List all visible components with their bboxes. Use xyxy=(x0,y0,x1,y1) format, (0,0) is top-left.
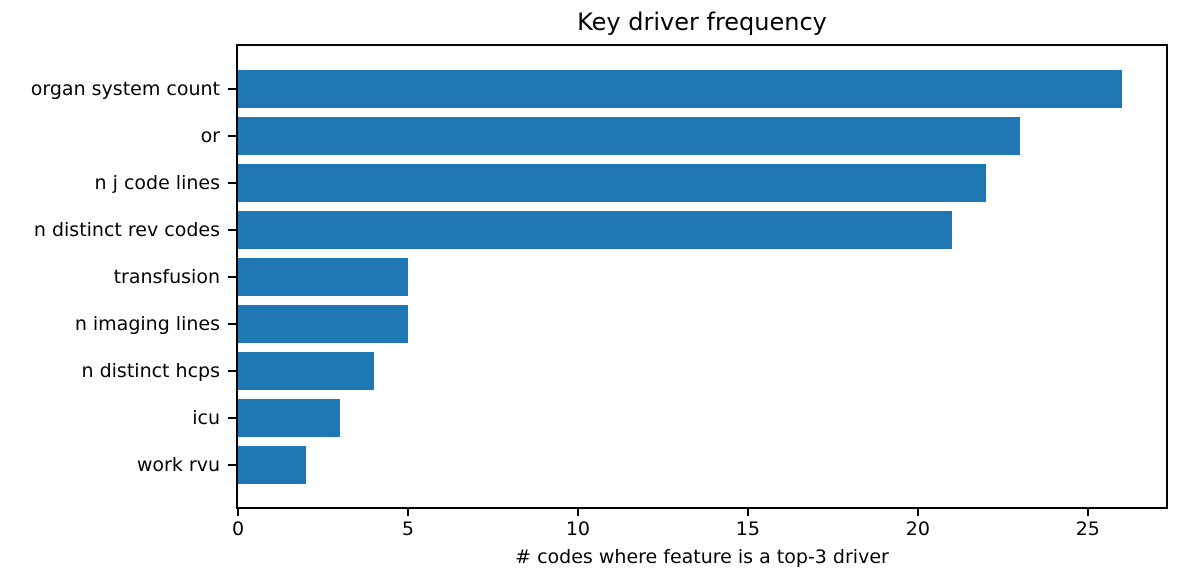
bar xyxy=(238,304,408,343)
x-tick-mark xyxy=(1086,509,1089,516)
y-tick-label: icu xyxy=(192,406,220,429)
y-tick-label: or xyxy=(200,124,220,147)
y-tick-mark xyxy=(228,181,236,184)
bar xyxy=(238,398,340,437)
y-tick-mark xyxy=(228,369,236,372)
y-tick-mark xyxy=(228,275,236,278)
y-tick-label: transfusion xyxy=(113,265,220,288)
y-tick-mark xyxy=(228,134,236,137)
bar xyxy=(238,351,374,390)
x-axis-label: # codes where feature is a top-3 driver xyxy=(515,546,889,568)
y-tick-mark xyxy=(228,416,236,419)
bar xyxy=(238,163,986,202)
x-tick-label: 10 xyxy=(565,518,591,540)
x-tick-mark xyxy=(406,509,409,516)
y-tick-label: n distinct hcps xyxy=(81,359,220,382)
bar xyxy=(238,210,952,249)
x-tick-mark xyxy=(237,509,239,516)
bar xyxy=(238,116,1020,155)
y-tick-label: n distinct rev codes xyxy=(33,218,220,241)
x-tick-label: 5 xyxy=(401,518,414,540)
chart-title: Key driver frequency xyxy=(577,8,827,36)
y-tick-label: n imaging lines xyxy=(74,312,220,335)
bar xyxy=(238,445,306,484)
bar xyxy=(238,257,408,296)
y-tick-mark xyxy=(228,322,236,325)
bar xyxy=(238,69,1122,108)
x-tick-mark xyxy=(576,509,579,516)
y-tick-mark xyxy=(228,228,236,231)
x-tick-label: 0 xyxy=(231,518,245,540)
plot-area xyxy=(236,44,1168,509)
x-tick-mark xyxy=(746,509,749,516)
x-tick-mark xyxy=(916,509,919,516)
y-tick-mark xyxy=(228,87,236,90)
x-tick-label: 25 xyxy=(1075,518,1100,540)
y-tick-label: work rvu xyxy=(136,453,220,476)
x-tick-label: 20 xyxy=(905,518,930,540)
y-tick-label: n j code lines xyxy=(94,171,220,194)
y-tick-label: organ system count xyxy=(30,77,220,100)
y-tick-mark xyxy=(228,463,236,466)
x-tick-label: 15 xyxy=(735,518,760,540)
